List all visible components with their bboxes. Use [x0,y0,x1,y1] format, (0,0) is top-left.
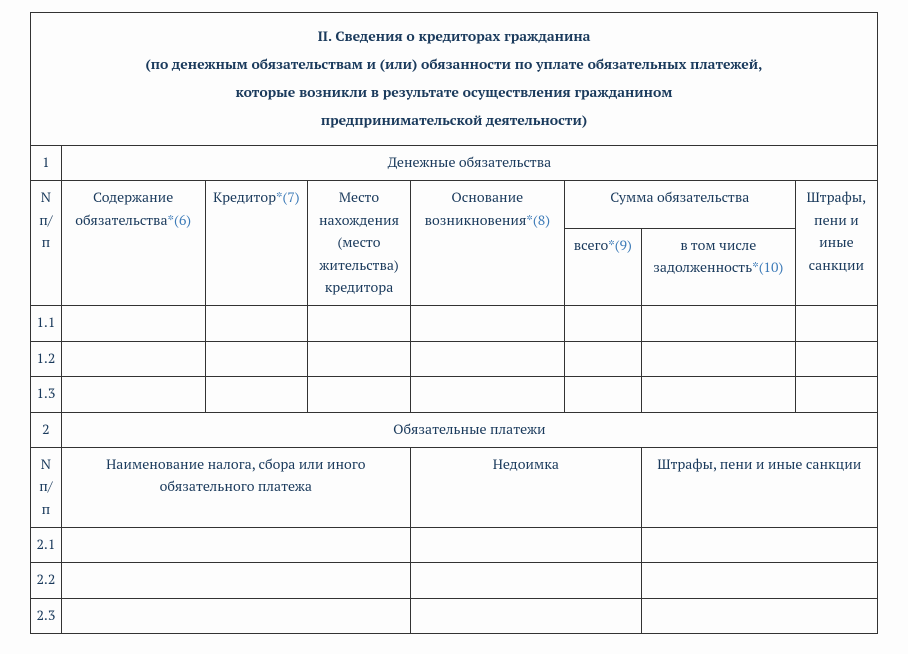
form-table: II. Сведения о кредиторах гражданина (по… [30,12,878,634]
cell [795,377,877,412]
cell [61,377,205,412]
table-row: 1.2 [31,341,878,376]
title-line-4: предпринимательской деятельности) [321,111,587,130]
col2-naimen: Наименование налога, сбора или иного обя… [61,447,410,527]
table-row: 2.2 [31,563,878,598]
cell [61,341,205,376]
section1-heading: Денежные обязательства [61,146,877,181]
title-line-1: II. Сведения о кредиторах гражданина [318,27,591,46]
col-shtraf1: Штрафы, пени и иные санкции [795,181,877,306]
section2-heading: Обязательные платежи [61,412,877,447]
cell [205,377,308,412]
col-vsego: всего*(9) [564,228,641,306]
col2-npp: N п/п [31,447,62,527]
table-row: 1.1 [31,306,878,341]
cell [410,563,641,598]
cell [308,306,411,341]
table-row: 2.3 [31,598,878,633]
col-mesto: Место нахождения (место жительства) кред… [308,181,411,306]
table-title: II. Сведения о кредиторах гражданина (по… [31,13,878,146]
row-num: 2.2 [31,563,62,598]
col2-shtraf: Штрафы, пени и иные санкции [641,447,877,527]
cell [61,563,410,598]
cell [641,341,795,376]
col2-nedoimka: Недоимка [410,447,641,527]
cell [308,377,411,412]
cell [564,306,641,341]
col-zad: в том числе задолженность*(10) [641,228,795,306]
cell [641,306,795,341]
row-num: 1.3 [31,377,62,412]
cell [410,377,564,412]
row-num: 1.2 [31,341,62,376]
row-num: 2.1 [31,528,62,563]
cell [795,341,877,376]
cell [61,306,205,341]
ref-10[interactable]: *(10) [752,258,783,277]
col-soderzh: Содержание обязательства*(6) [61,181,205,306]
col-kreditor: Кредитор*(7) [205,181,308,306]
ref-9[interactable]: *(9) [608,236,632,255]
ref-8[interactable]: *(8) [526,211,550,230]
row-num: 2.3 [31,598,62,633]
cell [205,306,308,341]
cell [410,306,564,341]
ref-6[interactable]: *(6) [168,211,192,230]
cell [308,341,411,376]
cell [641,528,877,563]
table-row: 2.1 [31,528,878,563]
col-osn: Основание возникновения*(8) [410,181,564,306]
cell [410,341,564,376]
cell [410,528,641,563]
cell [641,598,877,633]
cell [564,377,641,412]
row-num: 1.1 [31,306,62,341]
ref-7[interactable]: *(7) [276,188,300,207]
title-line-2: (по денежным обязательствам и (или) обяз… [146,55,763,74]
col-npp: N п/п [31,181,62,306]
cell [641,377,795,412]
cell [564,341,641,376]
cell [410,598,641,633]
table-row: 1.3 [31,377,878,412]
section2-num: 2 [31,412,62,447]
cell [795,306,877,341]
col-summa: Сумма обязательства [564,181,795,228]
cell [641,563,877,598]
cell [205,341,308,376]
cell [61,528,410,563]
title-line-3: которые возникли в результате осуществле… [236,83,673,102]
section1-num: 1 [31,146,62,181]
cell [61,598,410,633]
